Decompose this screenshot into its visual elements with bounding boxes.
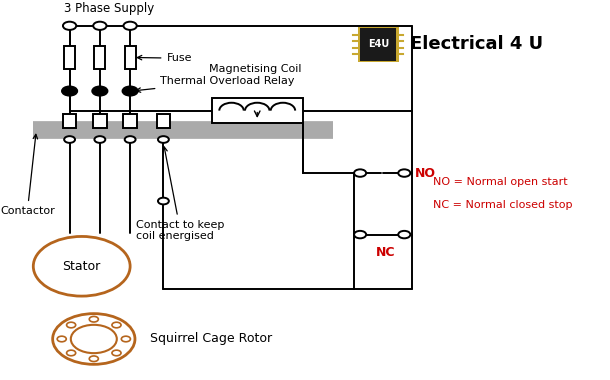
Circle shape bbox=[93, 22, 107, 30]
Circle shape bbox=[89, 356, 98, 361]
Bar bbox=[63, 114, 76, 128]
Text: Fuse: Fuse bbox=[137, 53, 192, 63]
Bar bbox=[157, 114, 170, 128]
Circle shape bbox=[121, 336, 131, 342]
Circle shape bbox=[124, 136, 135, 143]
Circle shape bbox=[71, 325, 117, 353]
Circle shape bbox=[95, 117, 106, 124]
Circle shape bbox=[63, 22, 76, 30]
Circle shape bbox=[158, 198, 169, 204]
Bar bbox=[124, 46, 135, 69]
Text: Electrical 4 U: Electrical 4 U bbox=[410, 35, 543, 54]
Text: E4U: E4U bbox=[368, 40, 389, 49]
Text: Contact to keep
coil energised: Contact to keep coil energised bbox=[136, 147, 224, 241]
Circle shape bbox=[123, 22, 137, 30]
Circle shape bbox=[52, 314, 135, 364]
Bar bbox=[95, 46, 106, 69]
Circle shape bbox=[64, 136, 75, 143]
Bar bbox=[64, 46, 75, 69]
Text: 3 Phase Supply: 3 Phase Supply bbox=[63, 2, 154, 14]
Circle shape bbox=[64, 117, 75, 124]
Circle shape bbox=[92, 86, 108, 96]
Circle shape bbox=[112, 350, 121, 356]
Circle shape bbox=[122, 86, 138, 96]
Text: NC = Normal closed stop: NC = Normal closed stop bbox=[432, 200, 572, 210]
Circle shape bbox=[66, 322, 76, 328]
Text: Squirrel Cage Rotor: Squirrel Cage Rotor bbox=[150, 332, 272, 345]
Bar bbox=[123, 114, 137, 128]
Text: NO = Normal open start: NO = Normal open start bbox=[432, 177, 567, 187]
Text: Stator: Stator bbox=[63, 260, 101, 273]
Circle shape bbox=[62, 86, 77, 96]
Circle shape bbox=[398, 231, 411, 238]
Circle shape bbox=[57, 336, 66, 342]
Circle shape bbox=[89, 317, 98, 322]
Circle shape bbox=[158, 136, 169, 143]
Circle shape bbox=[66, 350, 76, 356]
Bar bbox=[360, 28, 396, 61]
Circle shape bbox=[354, 231, 366, 238]
Circle shape bbox=[398, 169, 411, 177]
Text: Magnetising Coil: Magnetising Coil bbox=[209, 64, 301, 74]
Circle shape bbox=[124, 117, 135, 124]
Circle shape bbox=[112, 322, 121, 328]
Circle shape bbox=[95, 136, 106, 143]
Circle shape bbox=[158, 117, 169, 124]
Circle shape bbox=[354, 169, 366, 177]
Bar bbox=[212, 98, 303, 123]
Text: Contactor: Contactor bbox=[0, 135, 55, 216]
Circle shape bbox=[34, 236, 130, 296]
Bar bbox=[357, 27, 399, 62]
Text: NO: NO bbox=[415, 166, 436, 180]
Bar bbox=[93, 114, 107, 128]
Text: Thermal Overload Relay: Thermal Overload Relay bbox=[136, 76, 295, 92]
Text: NC: NC bbox=[376, 246, 396, 259]
